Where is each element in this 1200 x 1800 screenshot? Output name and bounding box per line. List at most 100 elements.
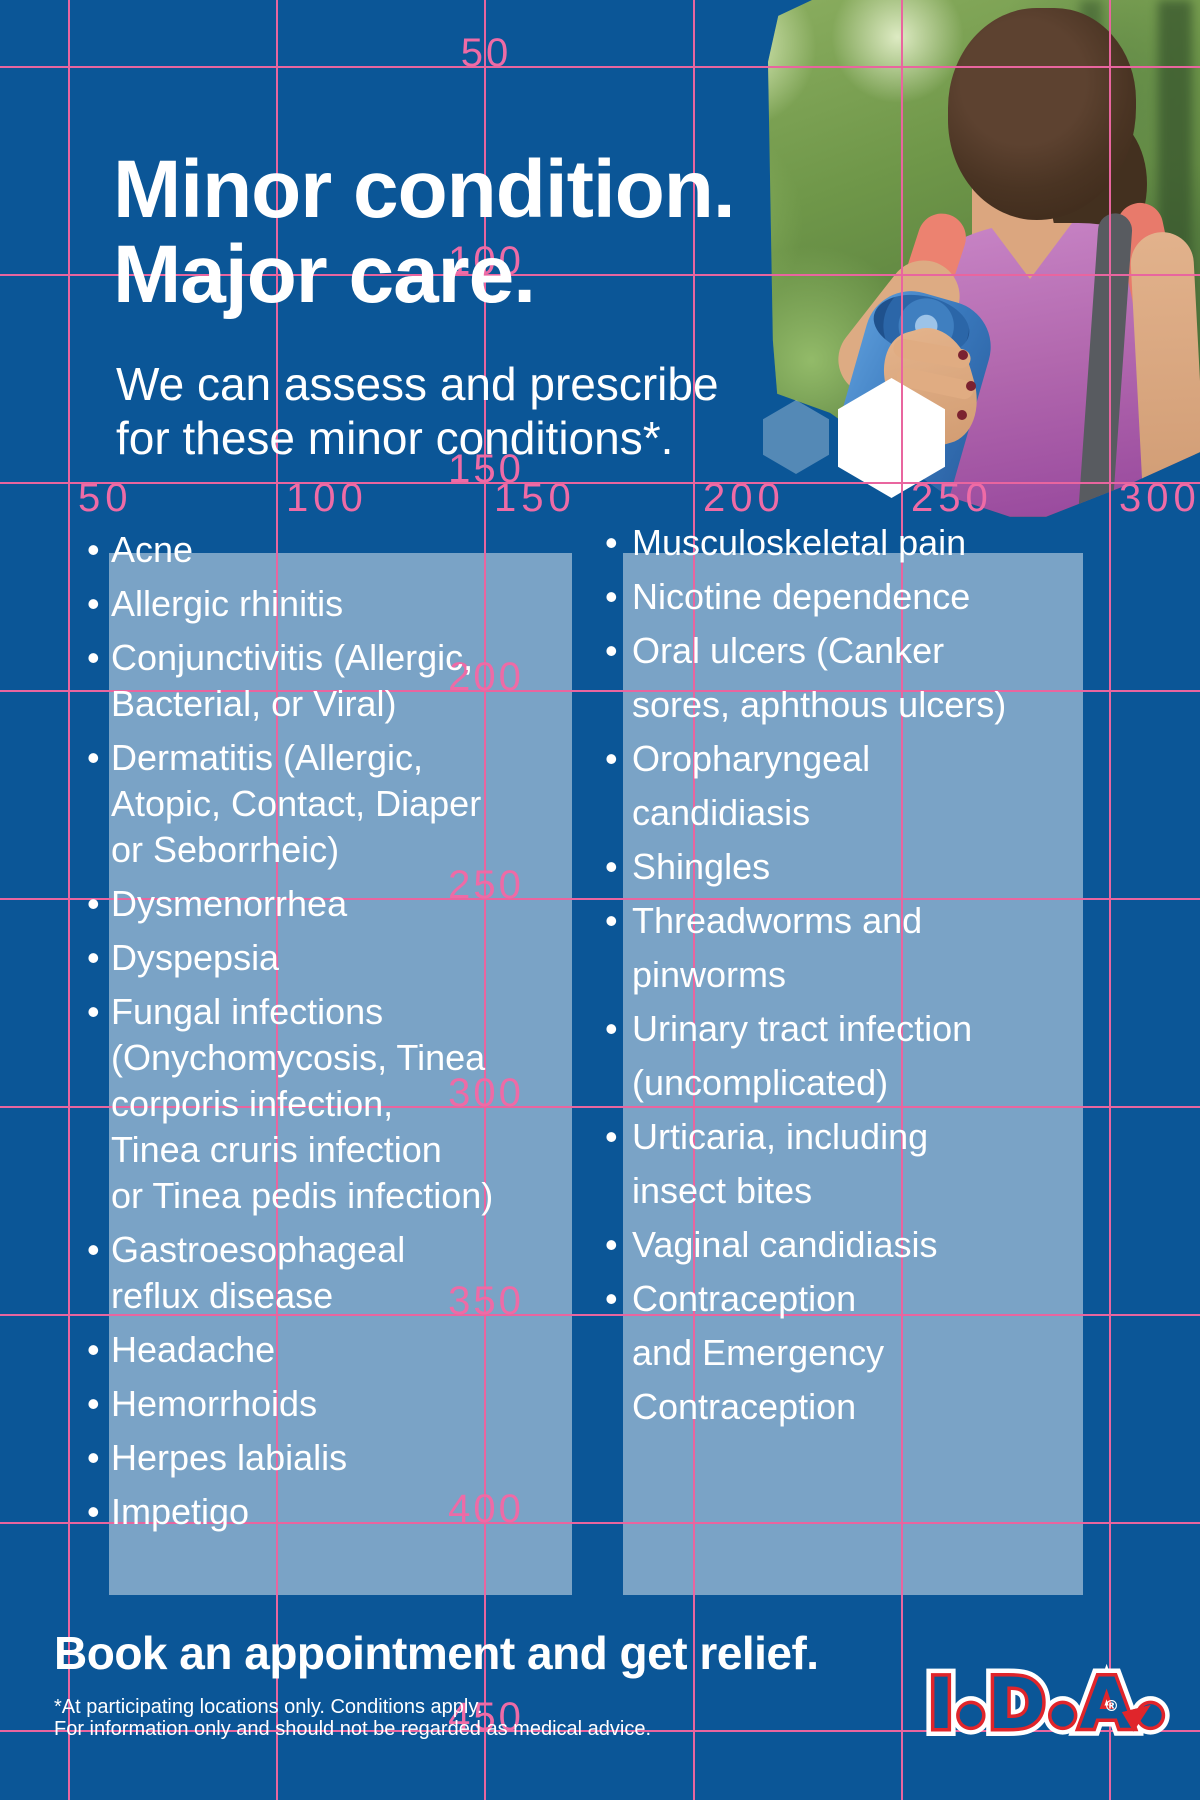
registered-mark: ® — [1104, 1697, 1119, 1715]
bullet-dot: • — [605, 630, 618, 671]
item-lines: Contraception and Emergency Contraception — [632, 1272, 1105, 1434]
subtitle-line-2: for these minor conditions*. — [116, 412, 674, 464]
list-item: • Allergic rhinitis — [87, 581, 587, 627]
item-lines: Shingles — [632, 840, 1105, 894]
list-item: • Dyspepsia — [87, 935, 587, 981]
list-item: • Hemorrhoids — [87, 1381, 587, 1427]
bullet-dot: • — [605, 900, 618, 941]
item-line: or Seborrheic) — [111, 829, 340, 870]
item-line: Hemorrhoids — [111, 1383, 318, 1424]
item-line: Atopic, Contact, Diaper — [111, 783, 482, 824]
conditions-list-left: • Acne • Allergic rhinitis • Conjunctivitis (… — [87, 527, 587, 1543]
list-item: • Oral ulcers (Canker sores, aphthous ulce… — [605, 624, 1105, 732]
list-item: • Headache — [87, 1327, 587, 1373]
list-item: • Impetigo — [87, 1489, 587, 1535]
nail-polish — [958, 350, 968, 360]
photo-image — [768, 0, 1200, 517]
nail-polish — [957, 410, 967, 420]
item-line: Dyspepsia — [111, 937, 280, 978]
item-line: Oral ulcers (Canker — [632, 630, 945, 671]
item-line: Fungal infections — [111, 991, 384, 1032]
bullet-dot: • — [87, 1229, 100, 1270]
bullet-dot: • — [87, 737, 100, 778]
item-line: reflux disease — [111, 1275, 334, 1316]
bullet-dot: • — [87, 991, 100, 1032]
item-lines: Impetigo — [111, 1489, 587, 1535]
list-item: • Acne — [87, 527, 587, 573]
list-item: • Urinary tract infection (uncomplicated) — [605, 1002, 1105, 1110]
item-line: corporis infection, — [111, 1083, 394, 1124]
item-line: insect bites — [632, 1170, 813, 1211]
item-line: (uncomplicated) — [632, 1062, 889, 1103]
bullet-dot: • — [605, 1116, 618, 1157]
bullet-dot: • — [605, 738, 618, 779]
nail-polish — [966, 381, 976, 391]
item-line: Vaginal candidiasis — [632, 1224, 938, 1265]
item-lines: Urinary tract infection (uncomplicated) — [632, 1002, 1105, 1110]
item-line: Conjunctivitis (Allergic, — [111, 637, 474, 678]
list-item: • Herpes labialis — [87, 1435, 587, 1481]
item-line: Acne — [111, 529, 194, 570]
item-line: Bacterial, or Viral) — [111, 683, 397, 724]
ida-logo: I●D●A● I●D●A● I●D●A● ® — [920, 1658, 1171, 1750]
item-line: Oropharyngeal — [632, 738, 871, 779]
item-lines: Vaginal candidiasis — [632, 1218, 1105, 1272]
fine-print-line-2: For information only and should not be r… — [54, 1717, 652, 1740]
bullet-dot: • — [87, 937, 100, 978]
list-item: • Conjunctivitis (Allergic, Bacterial, or … — [87, 635, 587, 727]
title-line-1: Minor condition. — [113, 144, 736, 235]
item-lines: Musculoskeletal pain — [632, 516, 1105, 570]
item-lines: Conjunctivitis (Allergic, Bacterial, or V… — [111, 635, 587, 727]
item-line: Dysmenorrhea — [111, 883, 348, 924]
list-item: • Vaginal candidiasis — [605, 1218, 1105, 1272]
item-lines: Dyspepsia — [111, 935, 587, 981]
list-item: • Nicotine dependence — [605, 570, 1105, 624]
conditions-list-right: • Musculoskeletal pain • Nicotine dependenc… — [605, 516, 1105, 1434]
bullet-dot: • — [605, 846, 618, 887]
list-item: • Urticaria, including insect bites — [605, 1110, 1105, 1218]
grid-line-vertical — [68, 0, 70, 1800]
bullet-dot: • — [605, 1224, 618, 1265]
hexagon-decoration-light — [763, 400, 829, 474]
bullet-dot: • — [87, 1437, 100, 1478]
list-background-left — [109, 553, 572, 1595]
item-lines: Headache — [111, 1327, 587, 1373]
list-item: • Gastroesophageal reflux disease — [87, 1227, 587, 1319]
woman-hair — [948, 8, 1136, 220]
item-lines: Hemorrhoids — [111, 1381, 587, 1427]
item-line: candidiasis — [632, 792, 811, 833]
item-lines: Threadworms and pinworms — [632, 894, 1105, 1002]
item-line: Nicotine dependence — [632, 576, 971, 617]
item-lines: Fungal infections (Onychomycosis, Tinea co… — [111, 989, 587, 1219]
list-item: • Dysmenorrhea — [87, 881, 587, 927]
item-lines: Dermatitis (Allergic, Atopic, Contact, Di… — [111, 735, 587, 873]
item-lines: Nicotine dependence — [632, 570, 1105, 624]
page-subtitle: We can assess and prescribe for these mi… — [116, 357, 719, 465]
item-lines: Oral ulcers (Canker sores, aphthous ulcer… — [632, 624, 1105, 732]
fine-print: *At participating locations only. Condit… — [54, 1696, 652, 1740]
bullet-dot: • — [87, 529, 100, 570]
ruler-label-x: 50 — [78, 476, 133, 520]
item-line: Tinea cruris infection — [111, 1129, 442, 1170]
list-item: • Oropharyngeal candidiasis — [605, 732, 1105, 840]
footer-headline: Book an appointment and get relief. — [54, 1627, 819, 1679]
subtitle-line-1: We can assess and prescribe — [116, 358, 719, 410]
item-line: Gastroesophageal — [111, 1229, 406, 1270]
item-line: Shingles — [632, 846, 771, 887]
ruler-label-x: 200 — [703, 476, 785, 520]
item-line: Contraception — [632, 1278, 857, 1319]
item-line: Urinary tract infection — [632, 1008, 973, 1049]
bullet-dot: • — [87, 1329, 100, 1370]
item-line: pinworms — [632, 954, 787, 995]
bullet-dot: • — [87, 1383, 100, 1424]
item-lines: Urticaria, including insect bites — [632, 1110, 1105, 1218]
ruler-label-x: 100 — [286, 476, 368, 520]
list-item: • Dermatitis (Allergic, Atopic, Contact, D… — [87, 735, 587, 873]
item-line: or Tinea pedis infection) — [111, 1175, 494, 1216]
ruler-label-x: 150 — [494, 476, 576, 520]
item-lines: Herpes labialis — [111, 1435, 587, 1481]
item-line: Dermatitis (Allergic, — [111, 737, 424, 778]
bullet-dot: • — [605, 576, 618, 617]
bullet-dot: • — [87, 883, 100, 924]
